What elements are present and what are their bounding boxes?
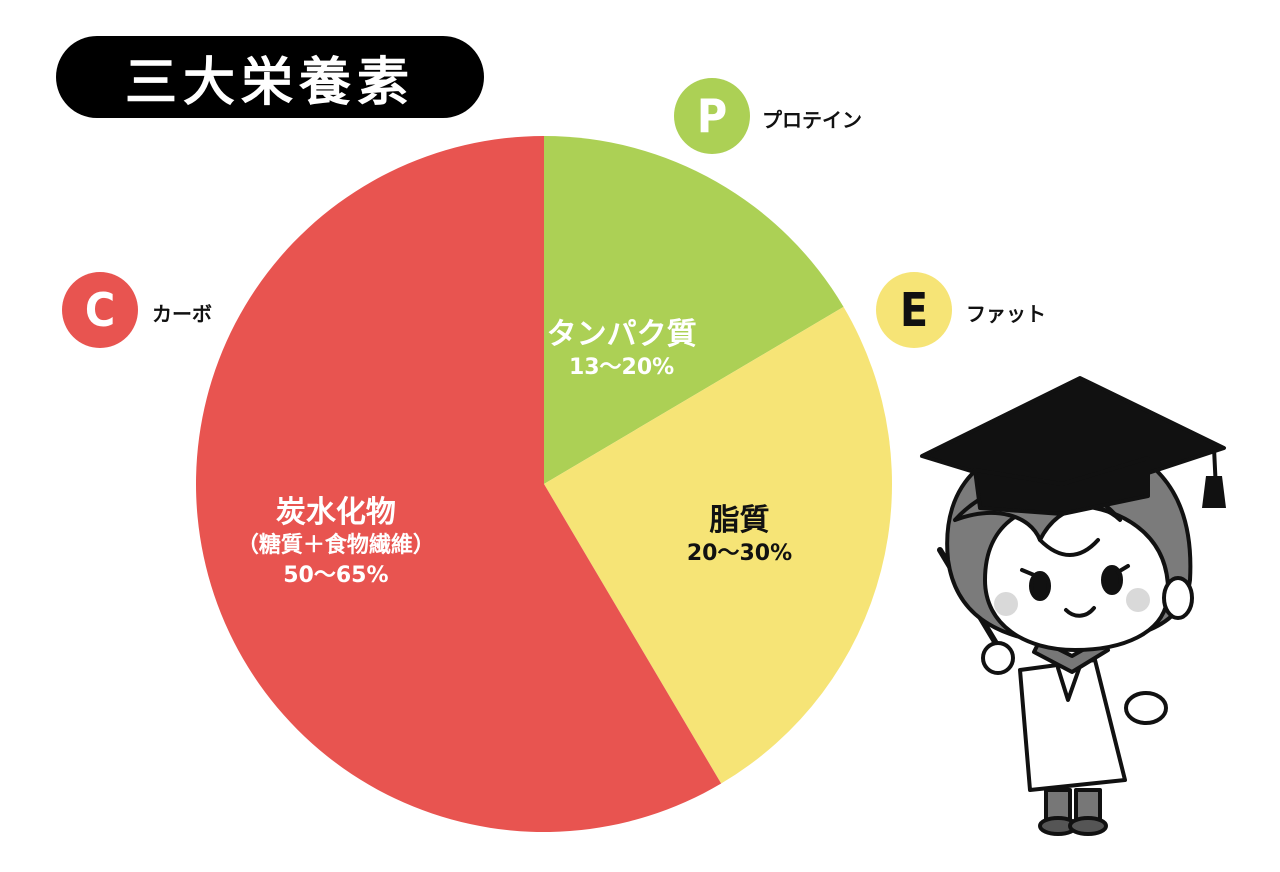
protein-badge: P	[674, 78, 750, 154]
slice-label-fat-range: 20〜30%	[687, 541, 792, 566]
page-title: 三大栄養素	[124, 52, 415, 113]
fat-badge: E	[876, 272, 952, 348]
protein-legend-label: プロテイン	[762, 108, 862, 132]
carb-badge-letter: C	[84, 283, 116, 337]
slice-label-protein-range: 13〜20%	[569, 355, 674, 380]
carb-legend-label: カーボ	[152, 302, 212, 326]
pie-slice-fat	[544, 306, 893, 784]
pie-slice-protein	[544, 136, 844, 484]
slice-label-carb-sub: （糖質＋食物繊維）	[237, 532, 435, 558]
slice-label-carb-name: 炭水化物	[276, 495, 396, 530]
slice-label-carb-range: 50〜65%	[283, 563, 388, 588]
carb-badge: C	[62, 272, 138, 348]
slice-label-protein-name: タンパク質	[547, 317, 697, 352]
title-banner: 三大栄養素	[56, 36, 484, 118]
fat-badge-letter: E	[899, 283, 929, 337]
slice-label-fat-name: 脂質	[709, 503, 769, 538]
fat-legend-label: ファット	[966, 302, 1046, 326]
protein-badge-letter: P	[696, 89, 728, 143]
pie-slice-carb	[196, 136, 722, 832]
